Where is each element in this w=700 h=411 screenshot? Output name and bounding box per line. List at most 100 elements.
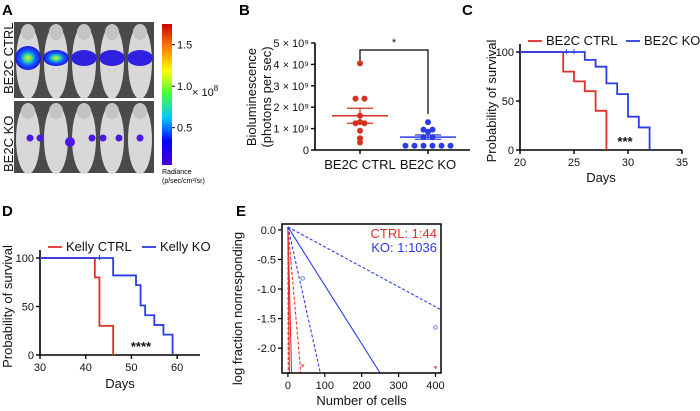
y-tick-label: 1 × 10⁹ (273, 124, 309, 136)
fit-line-ko (287, 226, 321, 373)
plot-area (287, 226, 441, 373)
legend-label: Kelly CTRL (66, 239, 132, 254)
mouse-head (105, 103, 119, 119)
survival-curve (520, 51, 651, 150)
mouse-head (105, 24, 119, 40)
y-tick-label: 50 (502, 96, 514, 108)
row-label-ctrl: BE2C CTRL (1, 22, 16, 94)
data-point (420, 142, 427, 149)
survival-curve (520, 51, 608, 150)
axis-lines (314, 43, 470, 151)
y-tick-label: 4 × 10⁹ (273, 59, 309, 71)
fit-line-ctrl (287, 226, 293, 373)
x-tick-label: BE2C CTRL (324, 157, 396, 172)
panel-e-ldla: 0.0 -0.5 -1.0 -1.5 -2.0 0 100 200 300 400 Number o… (230, 223, 445, 408)
y-tick-label: -2.0 (257, 343, 276, 355)
mouse-head (77, 24, 91, 40)
signal-blob (136, 134, 144, 142)
data-point (352, 95, 359, 102)
mouse-head (133, 103, 147, 119)
signal-blob (115, 134, 123, 142)
signal-blob (65, 137, 75, 147)
mouse-head (77, 103, 91, 119)
legend-label: BE2C KO (644, 33, 700, 48)
y-axis-label: Probability of survival (0, 245, 15, 368)
data-point (300, 276, 305, 281)
survival-curve (40, 257, 115, 355)
panel-d-survival: 0 50 100 30 40 50 60 Days Probability of surviva… (0, 239, 211, 391)
data-point (438, 142, 445, 149)
panel-label-d: D (2, 203, 13, 220)
x-axis-label: Days (105, 376, 135, 391)
fit-line-ko (287, 226, 381, 373)
colorbar (162, 24, 172, 165)
mouse-head (21, 103, 35, 119)
data-point (429, 142, 436, 149)
y-tick-label: 2 × 10⁹ (273, 102, 309, 114)
survival-curve (40, 257, 174, 355)
significance-bracket (359, 49, 429, 114)
data-point (433, 325, 438, 330)
signal-blob (127, 50, 153, 66)
y-tick-label: 0 (28, 350, 34, 362)
x-tick-label: 60 (171, 362, 183, 374)
x-tick-label: 25 (568, 157, 580, 169)
colorbar-tick-label: 1.5 (177, 40, 192, 52)
colorbar-tick-label: 0.5 (177, 123, 192, 135)
data-point-censored (433, 366, 438, 370)
data-point (425, 119, 431, 126)
data-point (287, 257, 292, 262)
data-point (357, 60, 363, 67)
axis-lines (39, 250, 200, 356)
mouse-head (49, 24, 63, 40)
colorbar-exponent: 8 (214, 84, 219, 93)
panel-label-a: A (2, 2, 13, 19)
x-tick-label: 20 (514, 157, 526, 169)
data-point (429, 126, 436, 133)
y-tick-label: 100 (496, 47, 514, 59)
mouse-head (21, 24, 35, 40)
signal-blob (26, 134, 34, 142)
x-tick-label: 30 (34, 362, 46, 374)
x-tick-label: 35 (676, 157, 688, 169)
x-tick-label: 100 (316, 380, 334, 392)
x-tick-label: 30 (622, 157, 634, 169)
data-point (402, 142, 409, 149)
x-tick-label: 300 (389, 380, 407, 392)
signal-blob (43, 50, 69, 66)
panel-a-imaging: BE2C CTRL BE2C KO 1.5 1.0 0.5 × 108 Radiance (p… (1, 22, 219, 185)
data-point (357, 139, 363, 146)
signal-blob (36, 134, 44, 142)
data-point (420, 126, 427, 133)
y-axis-label: log fraction nonresponding (230, 232, 245, 385)
annotation-ctrl: CTRL: 1:44 (371, 226, 437, 241)
significance-label: * (392, 37, 397, 49)
fit-line-ko (287, 226, 441, 311)
x-axis-label: Number of cells (316, 393, 407, 408)
colorbar-multiplier: × 108 (192, 84, 219, 99)
data-point (357, 127, 363, 134)
panel-label-c: C (462, 2, 473, 19)
colorbar-units: (p/sec/cm²/sr) (162, 178, 205, 185)
significance-label: **** (131, 339, 152, 354)
mouse (100, 104, 124, 174)
data-point (411, 142, 418, 149)
fit-line-ctrl (287, 226, 302, 373)
y-tick-label: 5 × 10⁹ (273, 38, 309, 50)
mouse-head (133, 24, 147, 40)
mouse-head (49, 103, 63, 119)
axis-lines (519, 44, 682, 151)
x-tick-label: 40 (80, 362, 92, 374)
panel-label-e: E (236, 203, 246, 220)
y-tick-label: -1.0 (257, 284, 276, 296)
y-tick-label: -1.5 (257, 314, 276, 326)
y-axis-label: Probability of survival (484, 39, 499, 162)
annotation-ko: KO: 1:1036 (371, 240, 437, 255)
data-point-censored (300, 364, 305, 368)
y-tick-label: 50 (22, 302, 34, 314)
significance-label: *** (617, 134, 633, 149)
x-axis-label: Days (586, 170, 616, 185)
mouse (72, 104, 96, 174)
row-label-ko: BE2C KO (1, 116, 16, 172)
